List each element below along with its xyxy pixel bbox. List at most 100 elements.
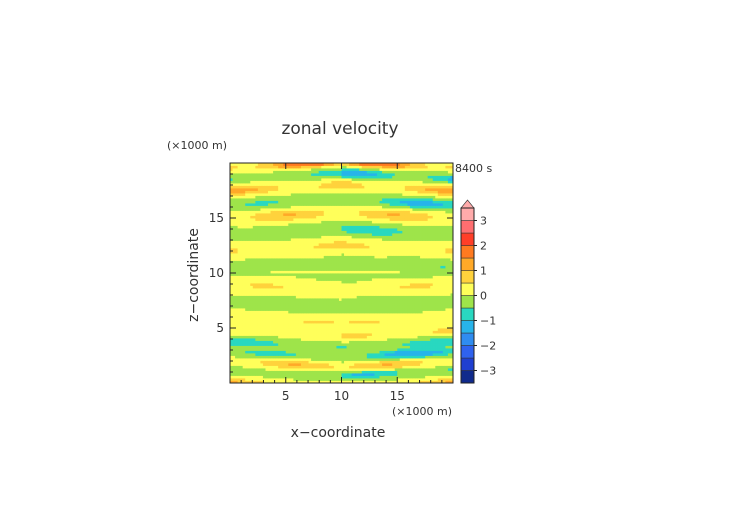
heatmap-cell bbox=[407, 335, 411, 339]
heatmap-cell bbox=[447, 365, 451, 369]
heatmap-cell bbox=[369, 338, 373, 341]
heatmap-cell bbox=[275, 260, 279, 264]
heatmap-cell bbox=[399, 255, 403, 259]
heatmap-cell bbox=[402, 265, 406, 269]
heatmap-cell bbox=[245, 313, 249, 316]
heatmap-cell bbox=[432, 308, 436, 311]
heatmap-cell bbox=[384, 328, 388, 331]
heatmap-cell bbox=[445, 338, 449, 341]
heatmap-cell bbox=[313, 303, 317, 306]
heatmap-cell bbox=[280, 255, 284, 259]
heatmap-cell bbox=[440, 313, 444, 316]
heatmap-cell bbox=[374, 380, 378, 384]
heatmap-cell bbox=[288, 343, 292, 346]
heatmap-cell bbox=[303, 315, 307, 319]
heatmap-cell bbox=[430, 315, 434, 319]
heatmap-cell bbox=[346, 308, 350, 311]
heatmap-cell bbox=[308, 330, 312, 334]
heatmap-cell bbox=[412, 293, 416, 296]
heatmap-cell bbox=[376, 335, 380, 339]
heatmap-cell bbox=[371, 303, 375, 306]
heatmap-cell bbox=[260, 318, 264, 321]
heatmap-cell bbox=[392, 318, 396, 321]
heatmap-cell bbox=[351, 260, 355, 264]
heatmap-cell bbox=[270, 278, 274, 281]
heatmap-cell bbox=[260, 243, 264, 246]
heatmap-cell bbox=[341, 273, 345, 276]
heatmap-cell bbox=[252, 265, 256, 269]
heatmap-cell bbox=[323, 343, 327, 346]
heatmap-cell bbox=[402, 340, 406, 344]
heatmap-cell bbox=[280, 325, 284, 329]
heatmap-cell bbox=[300, 268, 304, 271]
heatmap-cell bbox=[232, 248, 236, 251]
heatmap-cell bbox=[366, 255, 370, 259]
heatmap-cell bbox=[230, 363, 233, 366]
heatmap-cell bbox=[361, 348, 365, 351]
heatmap-cell bbox=[306, 300, 309, 304]
heatmap-cell bbox=[306, 253, 309, 256]
heatmap-cell bbox=[445, 335, 449, 339]
heatmap-cell bbox=[361, 360, 365, 364]
heatmap-cell bbox=[392, 303, 396, 306]
heatmap-cell bbox=[318, 310, 322, 314]
heatmap-cell bbox=[344, 255, 347, 259]
heatmap-cell bbox=[338, 335, 342, 339]
heatmap-cell bbox=[412, 278, 416, 281]
heatmap-cell bbox=[295, 290, 299, 294]
heatmap-cell bbox=[255, 310, 259, 314]
heatmap-cell bbox=[409, 355, 413, 359]
heatmap-cell bbox=[242, 280, 246, 284]
heatmap-cell bbox=[349, 268, 353, 271]
heatmap-cell bbox=[382, 353, 385, 356]
heatmap-cell bbox=[374, 338, 378, 341]
heatmap-cell bbox=[407, 270, 411, 274]
heatmap-cell bbox=[346, 378, 350, 381]
heatmap-cell bbox=[442, 310, 446, 314]
heatmap-cell bbox=[389, 245, 393, 249]
heatmap-cell bbox=[435, 363, 439, 366]
heatmap-cell bbox=[450, 288, 454, 291]
heatmap-cell bbox=[265, 348, 269, 351]
heatmap-cell bbox=[432, 275, 436, 279]
heatmap-cell bbox=[351, 363, 355, 366]
heatmap-cell bbox=[394, 350, 398, 354]
heatmap-cell bbox=[290, 313, 294, 316]
heatmap-cell bbox=[247, 335, 251, 339]
heatmap-cell bbox=[364, 295, 368, 299]
heatmap-cell bbox=[242, 268, 246, 271]
heatmap-cell bbox=[247, 315, 251, 319]
heatmap-cell bbox=[356, 275, 360, 279]
heatmap-cell bbox=[389, 268, 393, 271]
heatmap-cell bbox=[447, 368, 451, 371]
heatmap-cell bbox=[346, 370, 350, 374]
heatmap-cell bbox=[303, 358, 307, 361]
heatmap-cell bbox=[450, 345, 454, 349]
heatmap-cell bbox=[338, 275, 342, 279]
heatmap-cell bbox=[275, 340, 279, 344]
heatmap-cell bbox=[414, 370, 418, 374]
heatmap-cell bbox=[361, 303, 365, 306]
heatmap-cell bbox=[295, 298, 299, 301]
heatmap-cell bbox=[425, 365, 429, 369]
heatmap-cell bbox=[427, 273, 431, 276]
heatmap-cell bbox=[323, 310, 327, 314]
heatmap-cell bbox=[437, 260, 441, 264]
heatmap-cell bbox=[389, 295, 393, 299]
heatmap-cell bbox=[257, 328, 261, 331]
heatmap-cell bbox=[316, 355, 320, 359]
heatmap-cell bbox=[288, 370, 292, 374]
heatmap-cell bbox=[242, 370, 246, 374]
heatmap-cell bbox=[366, 333, 370, 336]
heatmap-cell bbox=[278, 253, 282, 256]
heatmap-cell bbox=[278, 298, 282, 301]
heatmap-cell bbox=[361, 333, 365, 336]
heatmap-cell bbox=[359, 345, 363, 349]
heatmap-cell bbox=[328, 280, 332, 284]
heatmap-cell bbox=[268, 265, 271, 269]
heatmap-cell bbox=[392, 245, 396, 249]
heatmap-cell bbox=[389, 325, 393, 329]
heatmap-cell bbox=[237, 243, 241, 246]
heatmap-cell bbox=[402, 378, 406, 381]
heatmap-cell bbox=[374, 290, 378, 294]
